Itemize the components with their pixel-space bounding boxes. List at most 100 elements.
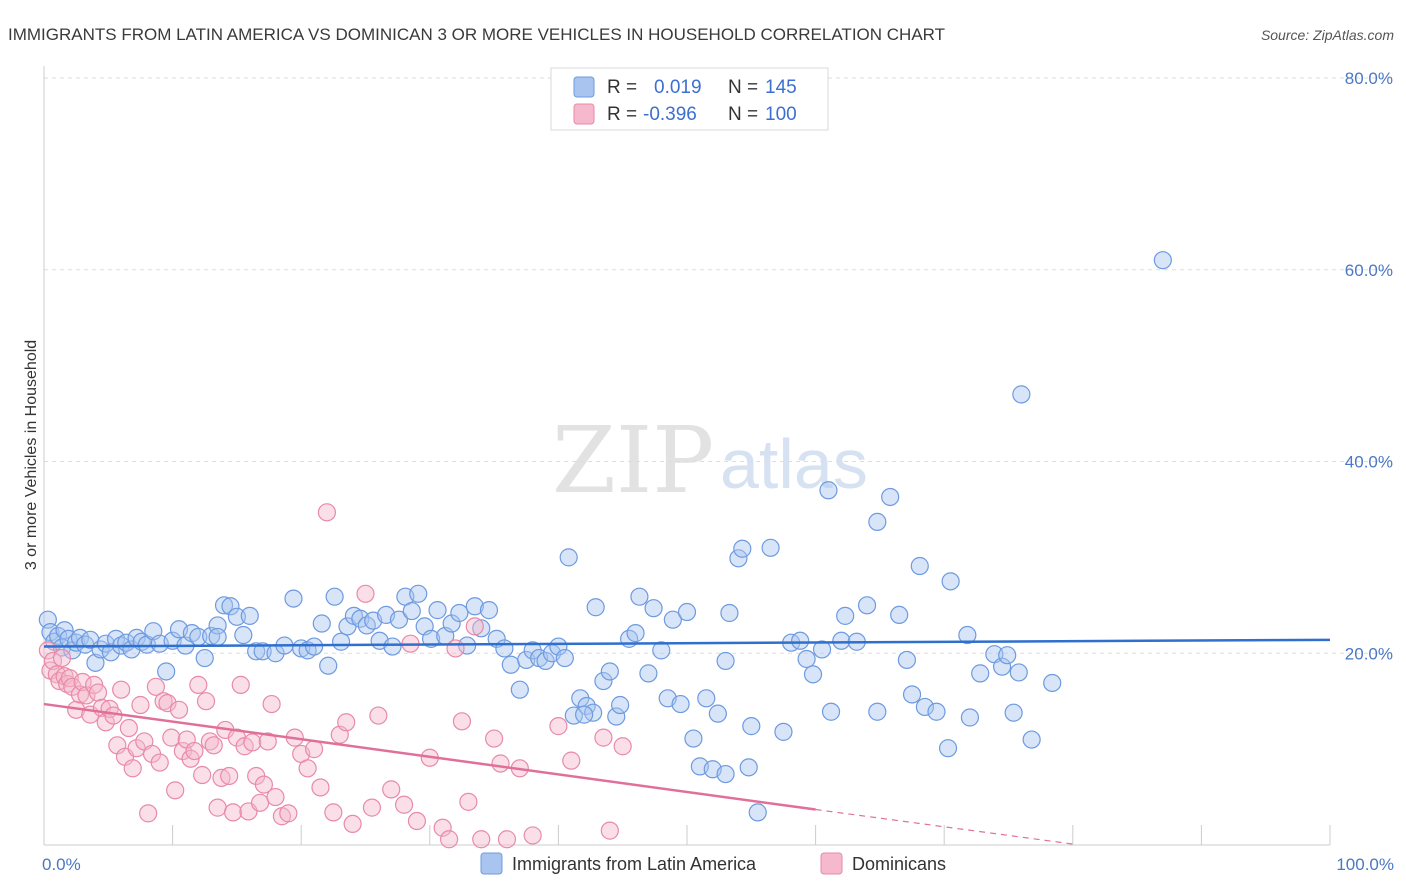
- data-point: [428, 601, 447, 620]
- legend-r-value-dominicans: -0.396: [643, 104, 697, 125]
- data-point: [325, 587, 344, 606]
- data-point: [407, 811, 427, 831]
- legend-r-label-dominicans: R =: [607, 104, 637, 125]
- data-point: [555, 648, 574, 668]
- data-point: [304, 637, 324, 656]
- chart-source: Source: ZipAtlas.com: [1261, 27, 1394, 43]
- series-legend: Immigrants from Latin America Dominicans: [480, 852, 946, 875]
- data-point: [55, 621, 74, 640]
- data-point: [819, 481, 838, 500]
- data-point: [231, 675, 250, 694]
- y-tick-label-0: 20.0%: [1345, 644, 1393, 663]
- data-point: [337, 713, 356, 732]
- data-point: [317, 503, 337, 522]
- data-point: [684, 729, 703, 748]
- data-point: [708, 704, 727, 723]
- data-point: [671, 694, 690, 714]
- data-point: [998, 646, 1017, 665]
- watermark-atlas: atlas: [720, 425, 868, 503]
- data-point: [312, 614, 331, 633]
- data-point: [146, 677, 165, 696]
- legend-n-label-immigrants: N =: [728, 77, 758, 98]
- series-dominicans-points: [38, 503, 632, 849]
- data-point: [279, 804, 298, 823]
- data-point: [452, 712, 472, 731]
- data-point: [208, 798, 227, 817]
- data-point: [221, 597, 240, 616]
- data-point: [88, 683, 108, 702]
- data-point: [600, 662, 619, 681]
- data-point: [284, 589, 303, 608]
- data-point: [258, 732, 277, 751]
- data-point: [304, 740, 324, 759]
- data-point: [902, 685, 922, 704]
- data-point: [559, 548, 578, 567]
- data-point: [123, 759, 142, 778]
- data-point: [112, 680, 131, 699]
- data-point: [166, 781, 185, 800]
- data-point: [761, 538, 780, 557]
- data-point: [716, 764, 735, 784]
- data-point: [298, 759, 317, 778]
- data-point: [402, 601, 421, 621]
- x-tick-label-right: 100.0%: [1336, 855, 1394, 874]
- bottom-legend-swatch-dominicans: [820, 852, 843, 875]
- data-point: [465, 597, 484, 616]
- data-point: [857, 596, 877, 615]
- data-point: [1022, 730, 1041, 749]
- legend-r-value-immigrants: 0.019: [654, 77, 702, 98]
- data-point: [897, 650, 917, 670]
- data-point: [439, 830, 459, 849]
- data-point: [208, 627, 227, 647]
- data-point: [663, 610, 682, 629]
- data-point: [774, 722, 793, 741]
- data-point: [748, 803, 767, 822]
- data-point: [495, 639, 514, 658]
- data-point: [868, 512, 887, 532]
- data-point: [362, 798, 382, 817]
- y-tick-labels: 20.0% 40.0% 60.0% 80.0%: [1345, 69, 1393, 663]
- data-point: [868, 702, 887, 721]
- watermark-zip: ZIP: [552, 407, 714, 514]
- data-point: [234, 625, 253, 645]
- data-point: [720, 603, 739, 623]
- data-point: [185, 741, 204, 761]
- data-point: [382, 780, 401, 799]
- data-point: [189, 675, 208, 694]
- data-point: [586, 598, 605, 617]
- data-point: [497, 830, 517, 849]
- data-point: [549, 637, 568, 656]
- y-tick-label-3: 80.0%: [1345, 69, 1393, 88]
- data-point: [510, 680, 529, 699]
- data-point: [131, 695, 150, 715]
- data-point: [927, 702, 946, 721]
- data-point: [803, 665, 823, 684]
- data-point: [394, 795, 414, 814]
- data-point: [220, 766, 239, 786]
- data-point: [63, 677, 82, 696]
- legend-swatch-immigrants: [573, 76, 595, 98]
- trend-lines: [43, 638, 1331, 845]
- data-point: [96, 634, 115, 653]
- data-point: [941, 572, 960, 591]
- x-tick-label-left: 0.0%: [42, 855, 81, 874]
- data-point: [157, 662, 176, 681]
- data-point: [158, 694, 177, 713]
- data-point: [266, 787, 285, 807]
- data-point: [821, 702, 841, 721]
- data-point: [626, 624, 645, 643]
- trend-line-0: [43, 638, 1331, 648]
- legend-r-label-immigrants: R =: [607, 77, 637, 98]
- data-point: [677, 602, 697, 622]
- data-point: [915, 697, 935, 717]
- y-tick-label-2: 60.0%: [1345, 261, 1393, 280]
- data-point: [193, 765, 212, 785]
- data-point: [356, 584, 375, 603]
- data-point: [243, 733, 262, 752]
- data-point: [992, 657, 1012, 676]
- data-point: [1012, 385, 1031, 404]
- data-point: [73, 672, 92, 692]
- data-point: [247, 642, 266, 661]
- data-point: [119, 718, 138, 738]
